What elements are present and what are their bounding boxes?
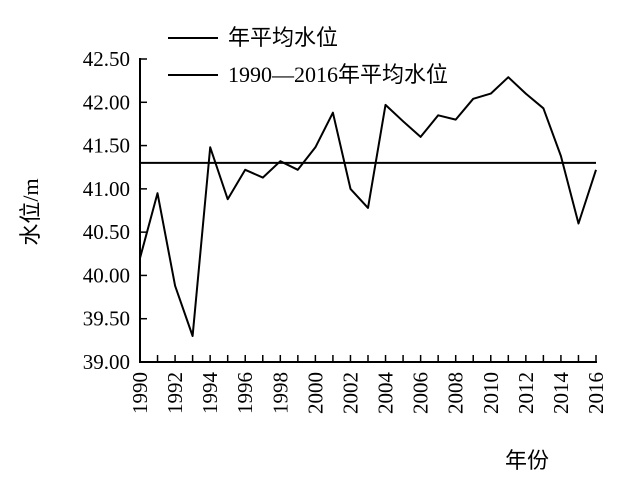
x-tick-label: 2008 [444,372,468,414]
y-tick-label: 42.00 [83,90,130,114]
y-tick-label: 40.50 [83,220,130,244]
x-tick-label: 1990 [128,372,152,414]
x-tick-label: 1996 [233,372,257,414]
x-tick-label: 2014 [549,372,573,415]
legend: 年平均水位 1990—2016年平均水位 [168,25,448,87]
legend-label-series-2: 1990—2016年平均水位 [228,62,448,87]
x-tick-label: 2000 [303,372,327,414]
x-tick-label: 2004 [374,372,398,415]
x-axis-title: 年份 [505,448,549,473]
y-axis-title: 水位/m [18,178,43,245]
x-tick-label: 2016 [584,372,608,414]
y-tick-label: 39.50 [83,307,130,331]
axes: 39.00 39.50 40.00 40.50 41.00 41.50 42.00 42.50… [83,47,608,414]
y-tick-label: 41.50 [83,134,130,158]
x-tick-label: 1992 [163,372,187,414]
plot-area [139,76,597,337]
series-line-1 [139,76,597,337]
y-tick-label: 40.00 [83,263,130,287]
x-tick-label: 2006 [409,372,433,414]
x-tick-label: 2002 [338,372,362,414]
x-tick-label: 2010 [479,372,503,414]
legend-label-series-1: 年平均水位 [228,25,338,50]
y-tick-label: 42.50 [83,47,130,71]
x-tick-label: 1998 [268,372,292,414]
y-tick-label: 41.00 [83,177,130,201]
x-tick-label: 1994 [198,372,222,415]
y-tick-label: 39.00 [83,350,130,374]
x-tick-label: 2012 [514,372,538,414]
